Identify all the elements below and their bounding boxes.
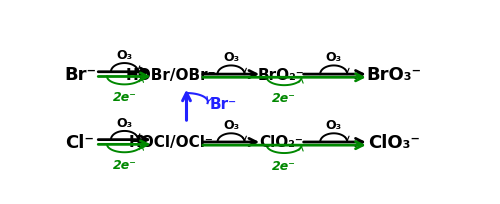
- Text: 2e⁻: 2e⁻: [112, 90, 136, 103]
- Text: 2e⁻: 2e⁻: [112, 158, 136, 171]
- Text: O₃: O₃: [326, 51, 342, 64]
- Text: O₃: O₃: [116, 49, 132, 61]
- Text: ClO₂⁻: ClO₂⁻: [260, 135, 304, 150]
- Text: HOBr/OBr⁻: HOBr/OBr⁻: [126, 67, 216, 82]
- Text: HOCl/OCl⁻: HOCl/OCl⁻: [128, 135, 214, 150]
- Text: 2e⁻: 2e⁻: [272, 159, 296, 172]
- Text: 2e⁻: 2e⁻: [272, 91, 296, 104]
- Text: BrO₂⁻: BrO₂⁻: [258, 67, 305, 82]
- Text: O₃: O₃: [223, 51, 239, 64]
- Text: O₃: O₃: [116, 116, 132, 129]
- Text: ClO₃⁻: ClO₃⁻: [368, 133, 420, 151]
- Text: O₃: O₃: [326, 118, 342, 131]
- Text: O₃: O₃: [223, 118, 239, 131]
- Text: Br⁻: Br⁻: [210, 96, 237, 111]
- Text: BrO₃⁻: BrO₃⁻: [366, 66, 422, 84]
- Text: Cl⁻: Cl⁻: [66, 133, 94, 151]
- Text: Br⁻: Br⁻: [64, 66, 96, 84]
